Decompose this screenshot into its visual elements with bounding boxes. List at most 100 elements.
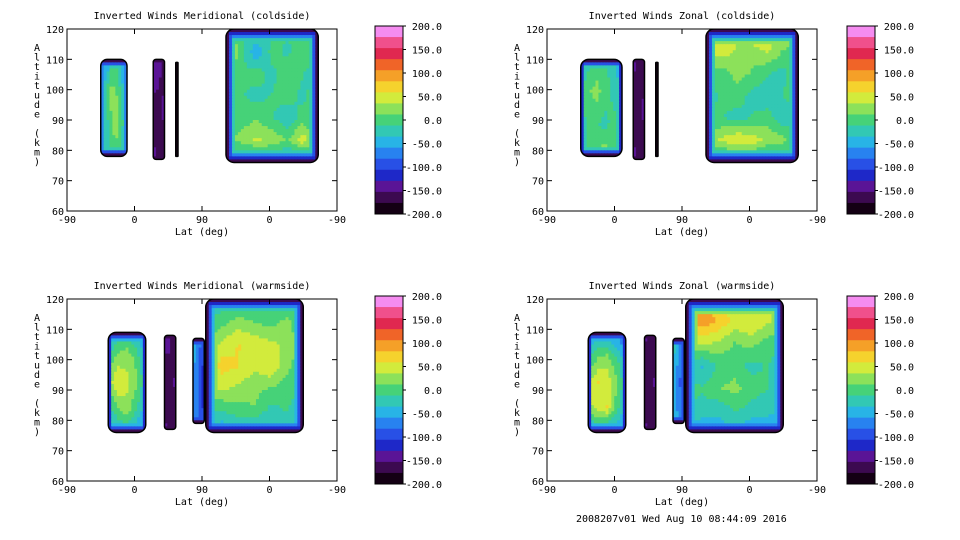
- colorbar-label: 0.0: [896, 386, 914, 397]
- contour-outline: [587, 331, 627, 434]
- chart-panel-3: Inverted Winds Meridional (warmside) 60 70…: [34, 281, 442, 508]
- colorbar-label: -100.0: [878, 433, 914, 444]
- y-tick-label: 60: [52, 477, 64, 488]
- x-axis-label: Lat (deg): [655, 497, 709, 508]
- contour-outline: [655, 61, 659, 158]
- y-tick-label: 110: [46, 55, 64, 66]
- colorbar-swatch: [847, 136, 875, 149]
- x-tick-label: 0: [266, 215, 272, 226]
- colorbar-label: 50.0: [418, 93, 442, 104]
- contour-region-2: [163, 334, 177, 431]
- y-tick-label: 60: [532, 207, 544, 218]
- y-tick-label: 70: [52, 177, 64, 188]
- colorbar-swatch: [375, 439, 403, 452]
- colorbar-swatch: [375, 340, 403, 352]
- colorbar-swatch: [847, 147, 875, 160]
- colorbar: 200.0 150.0 100.0 50.0 0.0 -50.0 -100.0 -150.0 -…: [846, 292, 914, 491]
- contour-region-1: [107, 331, 147, 434]
- x-tick-label: -90: [538, 485, 556, 496]
- contour-area: [580, 29, 799, 164]
- contour-region-3: [175, 61, 179, 158]
- y-tick-label: 70: [532, 177, 544, 188]
- y-tick-label: 90: [532, 386, 544, 397]
- x-axis-label: Lat (deg): [655, 227, 709, 238]
- colorbar-swatch: [847, 180, 875, 193]
- colorbar-swatch: [375, 114, 403, 127]
- y-tick-label: 110: [526, 55, 544, 66]
- y-tick-label: 110: [46, 325, 64, 336]
- colorbar-swatch: [847, 395, 875, 408]
- colorbar-swatch: [847, 450, 875, 463]
- y-tick-label: 90: [532, 116, 544, 127]
- contour-outline: [163, 334, 177, 431]
- colorbar-swatch: [847, 318, 875, 330]
- colorbar-label: 0.0: [424, 116, 442, 127]
- colorbar-label: 200.0: [884, 292, 914, 303]
- y-tick-label: 80: [52, 416, 64, 427]
- colorbar-swatch: [375, 125, 403, 138]
- chart-title: Inverted Winds Meridional (coldside): [94, 11, 311, 22]
- colorbar-label: 50.0: [418, 363, 442, 374]
- colorbar-swatch: [847, 70, 875, 82]
- colorbar-swatch: [847, 472, 875, 485]
- contour-region-2: [152, 58, 166, 161]
- y-tick-label: 120: [526, 25, 544, 36]
- colorbar: 200.0 150.0 100.0 50.0 0.0 -50.0 -100.0 -150.0 -…: [846, 22, 914, 221]
- colorbar-label: -150.0: [406, 187, 442, 198]
- colorbar-label: -50.0: [884, 410, 914, 421]
- contour-region-4: [685, 299, 784, 434]
- colorbar-label: -100.0: [406, 163, 442, 174]
- colorbar-label: -150.0: [878, 187, 914, 198]
- contour-outline: [100, 58, 128, 158]
- colorbar-swatch: [847, 296, 875, 308]
- colorbar-swatch: [847, 59, 875, 71]
- colorbar-label: 200.0: [412, 292, 442, 303]
- colorbar-swatch: [847, 340, 875, 352]
- x-tick-label: 0: [746, 485, 752, 496]
- x-axis-label: Lat (deg): [175, 227, 229, 238]
- colorbar-label: 200.0: [412, 22, 442, 33]
- colorbar-swatch: [375, 362, 403, 374]
- colorbar-swatch: [375, 136, 403, 149]
- x-tick-label: 0: [746, 215, 752, 226]
- colorbar-label: -150.0: [406, 457, 442, 468]
- x-tick-label: -90: [538, 215, 556, 226]
- contour-outline: [205, 299, 304, 434]
- colorbar-label: -200.0: [406, 480, 442, 491]
- colorbar-swatch: [375, 26, 403, 38]
- x-tick-label: 90: [676, 485, 688, 496]
- colorbar-label: -200.0: [878, 480, 914, 491]
- contour-region-4: [225, 29, 319, 164]
- colorbar-swatch: [375, 103, 403, 115]
- contour-region-2: [632, 58, 646, 161]
- colorbar-swatch: [375, 329, 403, 341]
- colorbar-label: 150.0: [412, 46, 442, 57]
- contour-area: [587, 299, 784, 434]
- contour-region-4: [705, 29, 799, 164]
- colorbar-swatch: [375, 147, 403, 160]
- colorbar-swatch: [375, 169, 403, 182]
- contour-outline: [685, 299, 784, 434]
- x-tick-label: 90: [676, 215, 688, 226]
- colorbar-label: 150.0: [884, 46, 914, 57]
- x-tick-label: 90: [196, 215, 208, 226]
- contour-region-3: [192, 337, 205, 425]
- chart-title: Inverted Winds Zonal (warmside): [589, 281, 776, 292]
- colorbar-swatch: [375, 373, 403, 385]
- colorbar-label: 0.0: [896, 116, 914, 127]
- y-tick-label: 80: [532, 146, 544, 157]
- contour-outline: [225, 29, 319, 164]
- chart-title: Inverted Winds Zonal (coldside): [589, 11, 776, 22]
- contour-region-1: [100, 58, 128, 158]
- y-tick-label: 120: [526, 295, 544, 306]
- x-tick-label: -90: [58, 215, 76, 226]
- y-tick-label: 100: [46, 86, 64, 97]
- colorbar-label: -150.0: [878, 457, 914, 468]
- footer-timestamp: 2008207v01 Wed Aug 10 08:44:09 2016: [576, 514, 787, 525]
- colorbar-swatch: [847, 114, 875, 127]
- colorbar-swatch: [375, 318, 403, 330]
- colorbar-swatch: [375, 81, 403, 93]
